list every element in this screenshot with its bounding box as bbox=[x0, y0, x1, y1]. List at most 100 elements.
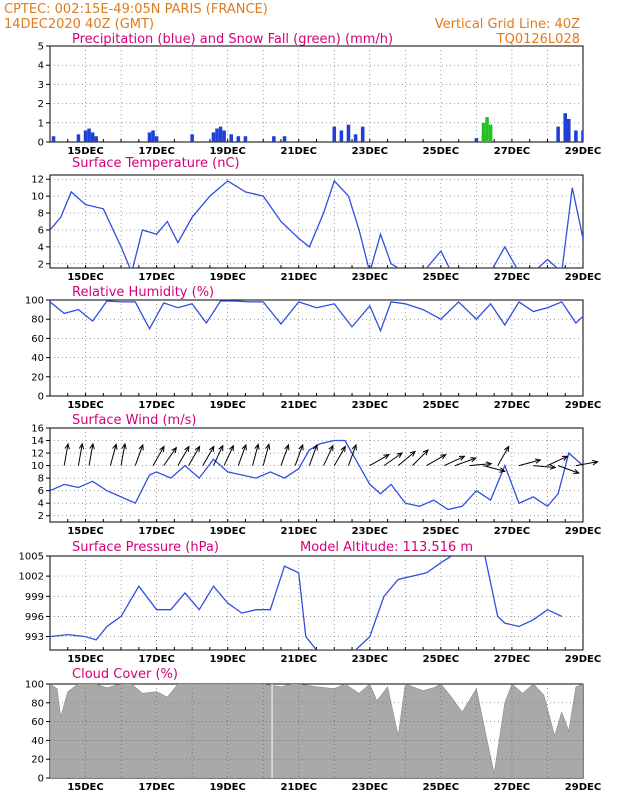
precip-bar bbox=[190, 134, 194, 142]
wind-arrow-head bbox=[254, 443, 260, 450]
x-tick-label: 17DEC bbox=[138, 654, 174, 665]
humidity-panel: Relative Humidity (%) 0 20 40 60 80 100 15DEC 1… bbox=[25, 285, 601, 411]
wind-arrow bbox=[348, 444, 357, 466]
y-tick-label: 0 bbox=[38, 392, 44, 403]
wind-arrow bbox=[397, 451, 416, 466]
x-tick-label: 23DEC bbox=[352, 146, 388, 157]
wind-arrow-head bbox=[265, 443, 271, 450]
y-tick-label: 40 bbox=[31, 353, 44, 364]
wind-arrow-head bbox=[409, 450, 417, 457]
y-tick-label: 4 bbox=[38, 61, 44, 72]
precip-bar bbox=[90, 132, 95, 142]
x-tick-label: 27DEC bbox=[494, 400, 530, 411]
wind-arrow-head bbox=[422, 449, 429, 456]
y-tick-label: 12 bbox=[31, 175, 44, 186]
x-tick-label: 15DEC bbox=[67, 654, 103, 665]
x-tick-label: 25DEC bbox=[423, 782, 459, 793]
wind-arrow bbox=[454, 457, 476, 467]
humidity-title: Relative Humidity (%) bbox=[72, 285, 214, 300]
precip-bar bbox=[556, 126, 560, 142]
y-tick-label: 0 bbox=[38, 774, 44, 785]
x-tick-label: 21DEC bbox=[281, 272, 317, 283]
series-line bbox=[50, 300, 583, 333]
plot-area bbox=[50, 300, 583, 333]
x-tick-label: 29DEC bbox=[565, 272, 601, 283]
header-location: CPTEC: 002:15E-49:05N PARIS (FRANCE) bbox=[4, 2, 268, 17]
wind-arrow bbox=[308, 444, 318, 466]
x-tick-label: 17DEC bbox=[138, 400, 174, 411]
y-tick-label: 999 bbox=[25, 592, 44, 603]
wind-arrow bbox=[333, 446, 346, 466]
y-tick-label: 993 bbox=[25, 632, 44, 643]
y-tick-label: 1 bbox=[38, 118, 44, 129]
wind-arrow bbox=[533, 465, 556, 469]
snow-bar bbox=[485, 117, 489, 142]
y-tick-label: 14 bbox=[31, 436, 44, 447]
wind-arrow bbox=[152, 446, 165, 466]
precip-bar bbox=[567, 118, 571, 142]
x-tick-label: 25DEC bbox=[423, 146, 459, 157]
wind-arrow bbox=[262, 444, 270, 466]
wind-arrow-head bbox=[573, 468, 580, 474]
precip-bar bbox=[51, 136, 56, 142]
y-tick-label: 2 bbox=[38, 511, 44, 522]
precip-bar bbox=[243, 136, 248, 142]
wind-arrow bbox=[575, 461, 598, 467]
y-tick-label: 2 bbox=[38, 259, 44, 270]
wind-arrow-head bbox=[159, 445, 165, 453]
precip-bar bbox=[581, 130, 583, 142]
plot-frame bbox=[49, 45, 584, 143]
snow-bar bbox=[488, 124, 493, 142]
x-tick-label: 27DEC bbox=[494, 654, 530, 665]
wind-arrow bbox=[547, 455, 568, 467]
wind-arrow bbox=[120, 443, 126, 466]
wind-arrow bbox=[163, 447, 177, 466]
wind-arrow-head bbox=[534, 458, 542, 464]
wind-arrow bbox=[294, 444, 304, 466]
x-tick-label: 23DEC bbox=[352, 654, 388, 665]
wind-arrow bbox=[469, 463, 492, 467]
wind-arrow-head bbox=[64, 442, 70, 450]
y-tick-label: 2 bbox=[38, 99, 44, 110]
x-tick-label: 15DEC bbox=[67, 782, 103, 793]
precip-bar bbox=[222, 130, 226, 142]
wind-arrows bbox=[63, 442, 599, 474]
wind-arrow-head bbox=[440, 453, 447, 460]
precip-bar bbox=[574, 130, 578, 142]
y-tick-label: 100 bbox=[25, 296, 44, 307]
precip-bar bbox=[353, 134, 358, 142]
wind-arrow-head bbox=[138, 443, 144, 451]
x-tick-label: 29DEC bbox=[565, 654, 601, 665]
y-tick-label: 0 bbox=[38, 138, 44, 149]
plot-area bbox=[51, 113, 583, 142]
plot-frame bbox=[49, 427, 584, 523]
x-tick-label: 25DEC bbox=[423, 654, 459, 665]
wind-arrow-head bbox=[396, 452, 403, 458]
header-grid-line: Vertical Grid Line: 40Z bbox=[435, 17, 580, 32]
wind-arrow bbox=[88, 443, 94, 466]
y-tick-label: 6 bbox=[38, 486, 44, 497]
snow-bar bbox=[481, 122, 486, 142]
x-tick-label: 27DEC bbox=[494, 146, 530, 157]
wind-arrow-head bbox=[592, 459, 599, 466]
precip-bar bbox=[360, 126, 365, 142]
wind-arrow bbox=[483, 465, 505, 472]
plot-area bbox=[50, 439, 583, 511]
cloud-cover-panel: Cloud Cover (%) 0 20 40 60 80 100 15DEC 17DEC 19… bbox=[25, 667, 601, 793]
x-tick-label: 19DEC bbox=[209, 400, 245, 411]
y-tick-label: 10 bbox=[31, 461, 44, 472]
wind-arrow-head bbox=[194, 445, 201, 453]
y-tick-label: 8 bbox=[38, 209, 44, 220]
wind-arrow-head bbox=[218, 444, 224, 452]
x-tick-label: 29DEC bbox=[565, 526, 601, 537]
wind-arrow bbox=[557, 465, 579, 474]
y-tick-label: 60 bbox=[31, 717, 44, 728]
y-tick-label: 80 bbox=[31, 698, 44, 709]
wind-arrow bbox=[383, 452, 403, 467]
wind-arrow-head bbox=[298, 443, 304, 451]
x-tick-label: 15DEC bbox=[67, 526, 103, 537]
precip-bar bbox=[339, 130, 344, 142]
plot-area bbox=[50, 684, 583, 778]
